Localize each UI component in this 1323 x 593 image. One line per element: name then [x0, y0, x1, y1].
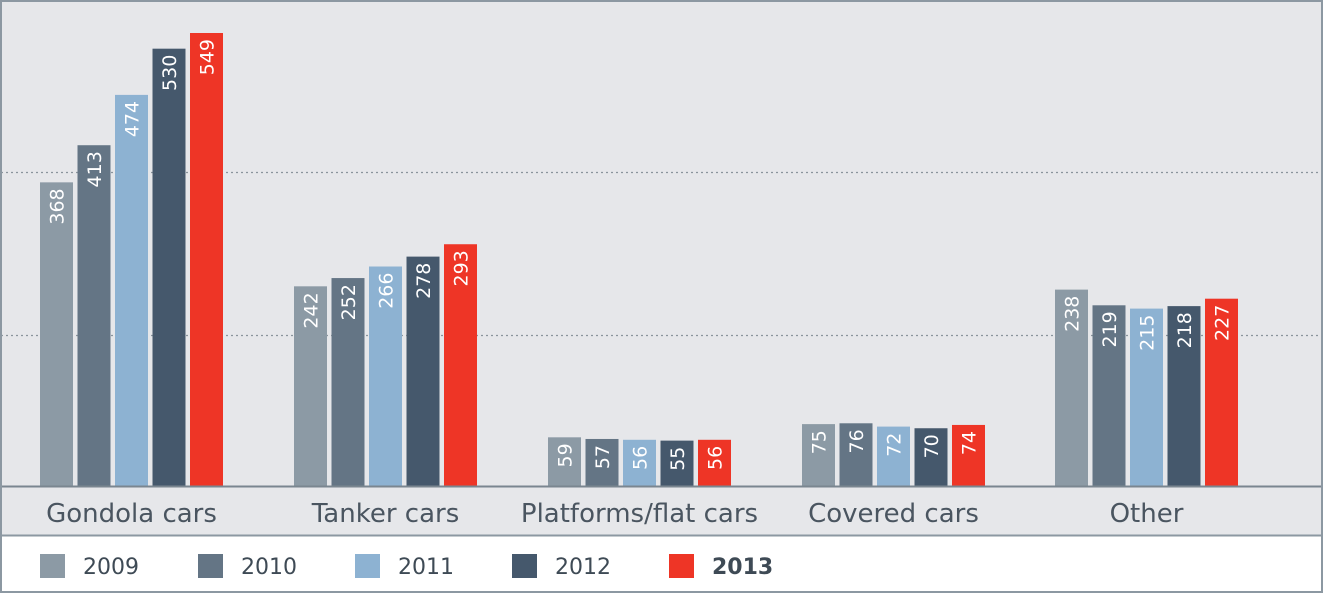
data-label: 76 [846, 429, 868, 453]
bar [152, 48, 186, 486]
legend-swatch [40, 554, 65, 578]
legend-label: 2010 [241, 555, 297, 580]
data-label: 215 [1137, 315, 1159, 351]
bar [294, 286, 327, 486]
data-label: 219 [1099, 311, 1121, 347]
data-label: 413 [84, 151, 106, 187]
data-label: 72 [884, 433, 906, 457]
legend-item: 2011 [355, 554, 454, 580]
bar [1092, 305, 1126, 486]
bars: 368 413 474 530 549 242 252 266 278 293 59 57 56 55 56… [40, 33, 1238, 487]
legend-label: 2009 [83, 555, 139, 580]
data-label: 549 [197, 39, 219, 75]
bar [877, 426, 910, 486]
category-label: Other [1110, 499, 1184, 529]
legend-item: 2009 [40, 554, 139, 580]
bar [77, 145, 111, 487]
bar [115, 94, 148, 486]
legend-swatch [198, 554, 223, 578]
bar [40, 182, 73, 486]
category-label: Covered cars [808, 499, 979, 529]
bar [444, 244, 477, 486]
data-label: 278 [413, 263, 435, 299]
data-label: 252 [338, 284, 360, 320]
bar [660, 440, 694, 486]
legend-item: 2012 [512, 554, 611, 580]
data-label: 266 [376, 273, 398, 309]
category-label: Gondola cars [46, 499, 217, 529]
bar [548, 437, 581, 486]
bar [914, 428, 948, 486]
bar [190, 33, 223, 486]
legend-swatch [669, 554, 694, 578]
legend-swatch [355, 554, 380, 578]
data-label: 218 [1174, 312, 1196, 348]
bar [331, 278, 365, 486]
data-label: 56 [705, 446, 727, 470]
legend-label: 2011 [398, 555, 454, 580]
bar [1130, 308, 1163, 486]
data-label: 74 [959, 431, 981, 455]
data-label: 293 [451, 250, 473, 286]
data-label: 227 [1212, 305, 1234, 341]
data-label: 368 [47, 188, 69, 224]
legend-item: 2010 [198, 554, 297, 580]
legend-label: 2012 [555, 555, 611, 580]
bar [1205, 298, 1238, 486]
legend-label: 2013 [712, 555, 773, 580]
legend-swatch [512, 554, 537, 578]
category-label: Tanker cars [311, 499, 460, 529]
data-label: 242 [301, 292, 323, 328]
data-label: 238 [1062, 296, 1084, 332]
bar [1167, 306, 1201, 486]
data-label: 474 [122, 101, 144, 137]
bar [698, 439, 731, 486]
legend-item: 2013 [669, 554, 773, 580]
data-label: 75 [809, 430, 831, 454]
bar [623, 439, 656, 486]
bar [406, 256, 440, 486]
data-label: 57 [592, 445, 614, 469]
bar [1055, 289, 1088, 486]
data-label: 70 [921, 434, 943, 458]
category-labels: Gondola cars Tanker cars Platforms/flat ca… [46, 499, 1184, 529]
bar [802, 424, 835, 486]
bar [839, 423, 873, 486]
data-label: 59 [555, 443, 577, 467]
bar [585, 438, 619, 486]
data-label: 530 [159, 55, 181, 91]
category-label: Platforms/flat cars [521, 499, 758, 529]
bar [369, 266, 402, 486]
data-label: 55 [667, 447, 689, 471]
bar [952, 424, 985, 486]
legend: 2009 2010 2011 2012 2013 [40, 554, 773, 580]
data-label: 56 [630, 446, 652, 470]
